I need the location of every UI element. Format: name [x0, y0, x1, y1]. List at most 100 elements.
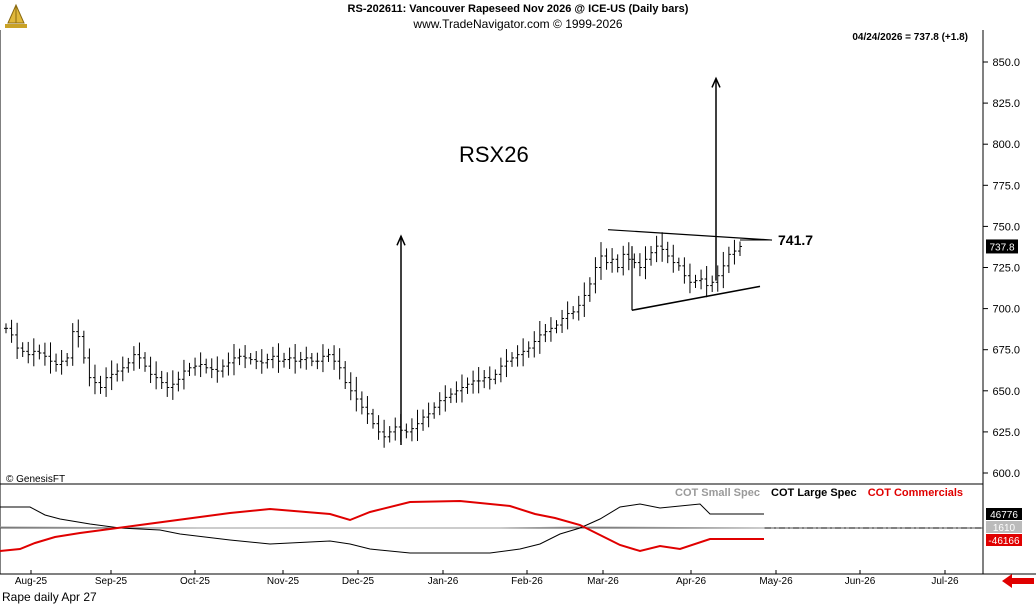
ohlc-bar [309, 352, 314, 367]
x-tick-label: Jan-26 [428, 576, 459, 587]
ohlc-bar [282, 352, 287, 368]
ohlc-bar [276, 343, 281, 373]
ohlc-bar [204, 358, 209, 374]
ohlc-bar [209, 358, 214, 379]
ohlc-bar [215, 356, 220, 383]
x-tick-label: Jul-26 [931, 576, 959, 587]
ohlc-bar [426, 402, 431, 428]
ohlc-bar [515, 345, 520, 367]
ohlc-bar [15, 322, 20, 359]
symbol-annotation: RSX26 [459, 142, 529, 167]
ohlc-bar [354, 376, 359, 412]
svg-text:-46166: -46166 [988, 536, 1020, 547]
ohlc-bar [710, 275, 715, 293]
ohlc-bar [115, 363, 120, 382]
svg-text:737.8: 737.8 [989, 242, 1014, 253]
y-tick-label: 650.0 [992, 386, 1020, 398]
ohlc-bar [198, 352, 203, 378]
ohlc-bar [637, 253, 642, 277]
ohlc-bar [70, 323, 75, 366]
y-tick-label: 775.0 [992, 180, 1020, 192]
ohlc-bar [343, 361, 348, 390]
cot-large-spec-line [0, 503, 764, 554]
ohlc-bar [654, 235, 659, 263]
ohlc-bar [421, 409, 426, 431]
ohlc-bar [415, 409, 420, 442]
legend-small-spec: COT Small Spec [675, 487, 760, 499]
ohlc-bar [376, 415, 381, 440]
ohlc-bar [237, 348, 242, 366]
ohlc-bar [560, 309, 565, 333]
y-tick-label: 850.0 [992, 57, 1020, 69]
x-tick-label: Nov-25 [267, 576, 300, 587]
ohlc-bar [476, 367, 481, 394]
ohlc-bar [42, 342, 47, 366]
ohlc-bar [365, 396, 370, 424]
x-tick-label: Mar-26 [587, 576, 619, 587]
ohlc-bar [721, 251, 726, 289]
ohlc-bar [571, 306, 576, 320]
ohlc-bar [315, 352, 320, 370]
ohlc-bar [193, 357, 198, 376]
ohlc-bar [159, 370, 164, 390]
ohlc-bar [293, 344, 298, 374]
ohlc-bar [31, 338, 36, 367]
ohlc-bar [248, 352, 253, 365]
ohlc-bar [615, 254, 620, 273]
ohlc-bar [732, 239, 737, 265]
x-tick-label: Apr-26 [676, 576, 706, 587]
ohlc-bar [604, 248, 609, 270]
cot-small-spec-line [0, 526, 765, 529]
ohlc-bar [565, 301, 570, 330]
level-annotation: 741.7 [778, 232, 814, 248]
y-tick-label: 825.0 [992, 98, 1020, 110]
ohlc-bar [576, 295, 581, 321]
ohlc-bar [254, 351, 259, 370]
ohlc-bar [726, 246, 731, 274]
ohlc-bar [504, 349, 509, 378]
ohlc-bar [126, 357, 131, 373]
projection-arrow [396, 234, 406, 446]
legend-commercials: COT Commercials [867, 487, 964, 499]
cot-small-spec-value: 1610 [986, 521, 1022, 534]
ohlc-bar [220, 359, 225, 378]
ohlc-bar [109, 360, 114, 391]
ohlc-bar [510, 352, 515, 367]
ohlc-bar [598, 242, 603, 280]
last-price-marker: 737.8 [986, 239, 1018, 254]
y-tick-label: 625.0 [992, 427, 1020, 439]
x-tick-label: May-26 [759, 576, 793, 587]
ohlc-bar [699, 269, 704, 290]
ohlc-bar [671, 244, 676, 273]
ohlc-bar [320, 344, 325, 373]
ohlc-bar [304, 346, 309, 370]
ohlc-bar [498, 357, 503, 383]
flag-lower-line [631, 285, 761, 311]
ohlc-bar [471, 370, 476, 394]
ohlc-bar [482, 370, 487, 389]
back-arrow-icon[interactable] [1000, 573, 1036, 589]
trade-navigator-logo-icon[interactable] [2, 2, 30, 30]
ohlc-bar [454, 381, 459, 403]
chart-title: RS-202611: Vancouver Rapeseed Nov 2026 @… [347, 3, 689, 15]
ohlc-bar [738, 241, 742, 256]
ohlc-bar [54, 353, 59, 372]
ohlc-bar [65, 352, 70, 367]
ohlc-bar [443, 385, 448, 412]
ohlc-bar [181, 359, 186, 390]
ohlc-bar [337, 348, 342, 380]
svg-text:46776: 46776 [990, 510, 1018, 521]
ohlc-bar [465, 377, 470, 394]
copyright: © GenesisFT [6, 474, 66, 485]
ohlc-bar [104, 367, 109, 397]
ohlc-bar [593, 257, 598, 294]
ohlc-bar [387, 426, 392, 443]
ohlc-bar [131, 346, 136, 371]
ohlc-bar [532, 331, 537, 358]
ohlc-bar [298, 351, 303, 369]
cot-legend: COT Small Spec COT Large Spec COT Commer… [675, 487, 971, 499]
x-tick-label: Oct-25 [180, 576, 210, 587]
ohlc-bar [170, 370, 175, 400]
ohlc-bar [348, 372, 353, 401]
ohlc-bar [92, 364, 97, 395]
